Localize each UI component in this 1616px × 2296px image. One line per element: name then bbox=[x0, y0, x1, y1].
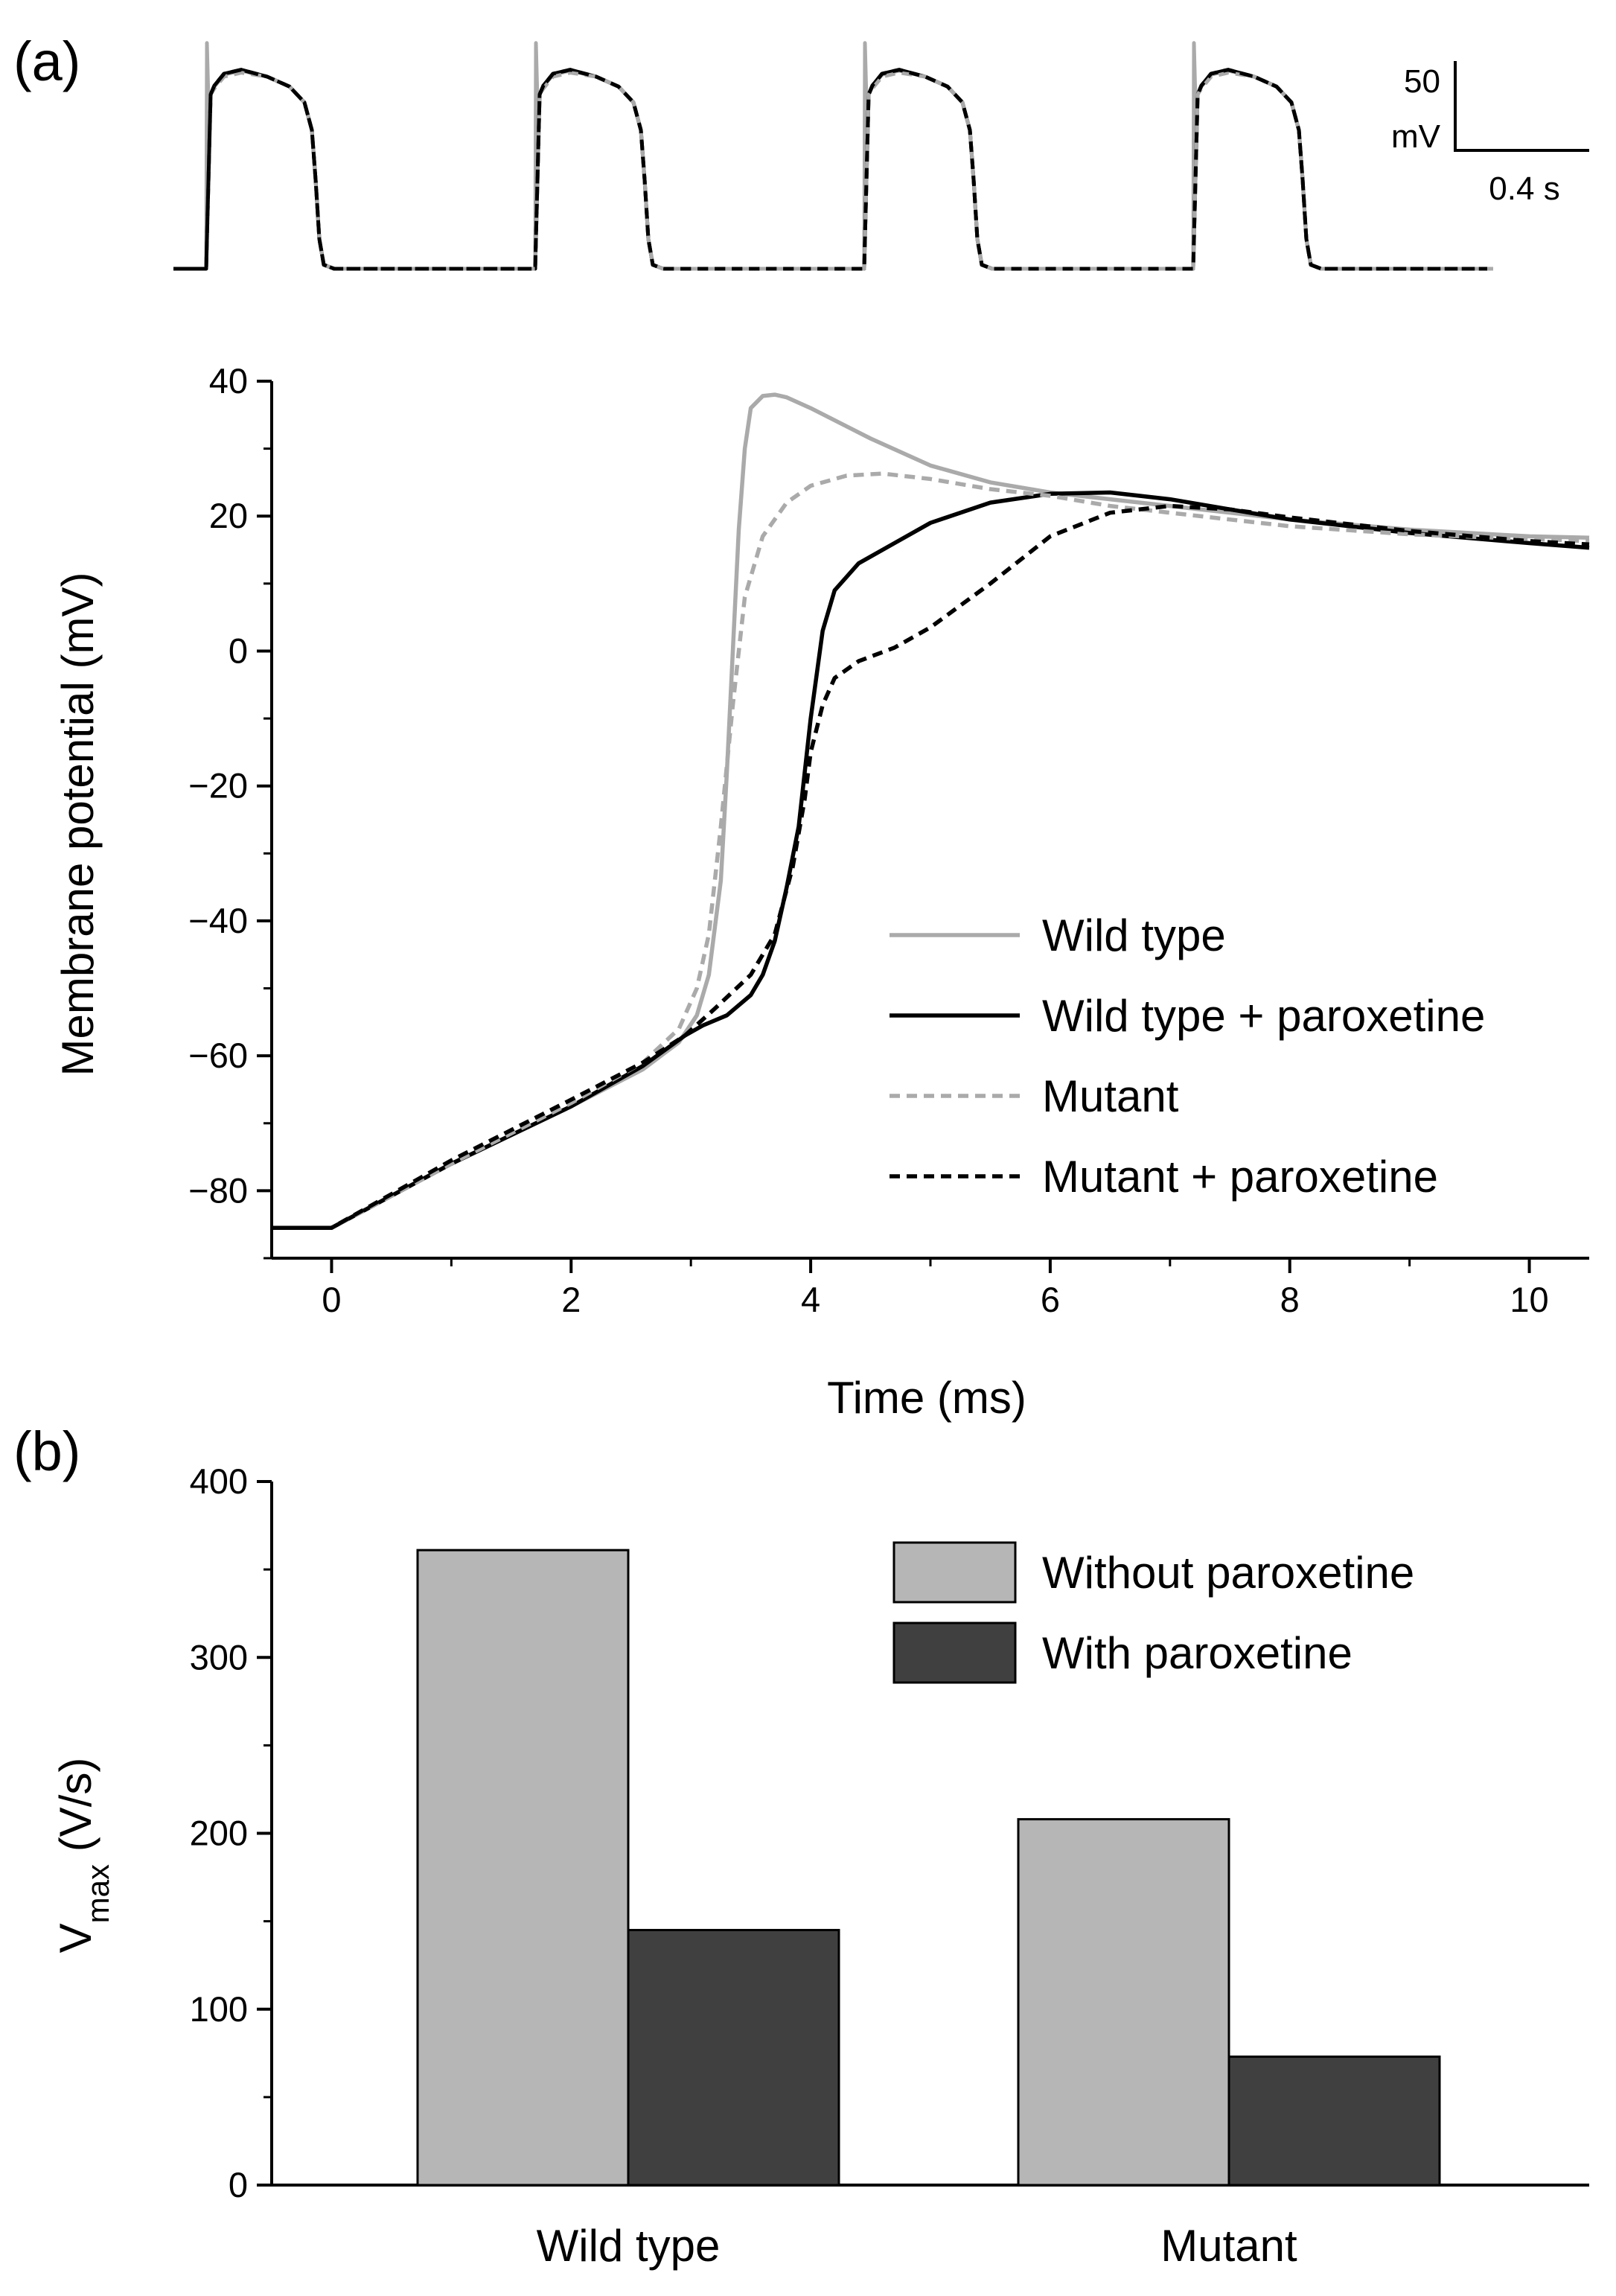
train-line-mutant bbox=[173, 71, 1493, 271]
vmax-y-tick-label: 300 bbox=[190, 1637, 248, 1677]
scale-bar-voltage-value: 50 bbox=[1404, 63, 1440, 100]
upstroke-x-tick-label: 2 bbox=[561, 1280, 581, 1319]
series-line-wild-type-paroxetine bbox=[272, 490, 1590, 1230]
legend-swatch-with-paroxetine bbox=[892, 1621, 1017, 1684]
vmax-y-axis-title-subscript: max bbox=[80, 1864, 115, 1923]
vmax-legend: Without paroxetine With paroxetine bbox=[892, 1541, 1414, 1684]
scale-bar-voltage-unit: mV bbox=[1391, 118, 1441, 155]
upstroke-x-tick-label: 10 bbox=[1510, 1280, 1548, 1319]
legend-swatch-without-paroxetine bbox=[892, 1541, 1017, 1604]
legend-label-without-paroxetine: Without paroxetine bbox=[1042, 1548, 1414, 1598]
upstroke-x-tick-label: 8 bbox=[1280, 1280, 1300, 1319]
vmax-y-axis-title-main: V bbox=[51, 1923, 100, 1953]
upstroke-y-tick-label: 20 bbox=[209, 496, 248, 535]
vmax-y-tick-label: 100 bbox=[190, 1989, 248, 2029]
scale-bar: 50 mV 0.4 s bbox=[1391, 61, 1589, 207]
vmax-y-axis-title: Vmax (V/s) bbox=[51, 1758, 115, 1954]
vmax-category-label: Wild type bbox=[537, 2221, 721, 2271]
vmax-y-axis-title-suffix: (V/s) bbox=[51, 1758, 100, 1864]
panel-b-label: (b) bbox=[13, 1420, 80, 1482]
bar-mutant-with-paroxetine bbox=[1227, 2056, 1441, 2187]
legend-label-with-paroxetine: With paroxetine bbox=[1042, 1628, 1352, 1678]
upstroke-x-axis-title: Time (ms) bbox=[827, 1373, 1026, 1423]
series-line-mutant-paroxetine bbox=[272, 503, 1590, 1230]
series-line-mutant bbox=[272, 471, 1590, 1230]
vmax-chart: 0 100 200 300 400 Wild type Mutant Without pa… bbox=[51, 1461, 1589, 2271]
upstroke-y-tick-label: −80 bbox=[188, 1170, 248, 1210]
legend-label-wild-type-paroxetine: Wild type + paroxetine bbox=[1042, 991, 1485, 1041]
vmax-category-label: Mutant bbox=[1160, 2221, 1297, 2271]
upstroke-x-tick-label: 4 bbox=[801, 1280, 820, 1319]
bar-wild-type-without-paroxetine bbox=[416, 1549, 630, 2187]
scale-bar-time-label: 0.4 s bbox=[1489, 170, 1559, 207]
upstroke-x-tick-label: 6 bbox=[1041, 1280, 1060, 1319]
legend-label-mutant-paroxetine: Mutant + paroxetine bbox=[1042, 1152, 1438, 1202]
upstroke-y-tick-label: −60 bbox=[188, 1036, 248, 1075]
upstroke-y-tick-label: −40 bbox=[188, 901, 248, 940]
upstroke-x-tick-label: 0 bbox=[322, 1280, 341, 1319]
upstroke-legend: Wild type Wild type + paroxetine Mutant Mut… bbox=[890, 911, 1485, 1202]
vmax-y-tick-label: 200 bbox=[190, 1814, 248, 1853]
upstroke-y-axis-title: Membrane potential (mV) bbox=[53, 573, 103, 1077]
panel-a-label: (a) bbox=[13, 31, 80, 92]
vmax-y-tick-label: 0 bbox=[229, 2165, 248, 2204]
series-line-wild-type bbox=[272, 392, 1590, 1230]
train-line-wild-type bbox=[173, 41, 1493, 271]
upstroke-y-tick-label: 0 bbox=[229, 631, 248, 670]
upstroke-y-tick-label: −20 bbox=[188, 766, 248, 806]
vmax-y-tick-label: 400 bbox=[190, 1461, 248, 1501]
action-potential-train bbox=[173, 41, 1493, 271]
train-line-mutant-paroxetine bbox=[173, 68, 1487, 271]
bar-mutant-without-paroxetine bbox=[1017, 1818, 1230, 2187]
bar-wild-type-with-paroxetine bbox=[627, 1928, 840, 2187]
upstroke-y-tick-label: 40 bbox=[209, 361, 248, 401]
upstroke-chart: 0 2 4 6 8 10 −80 −60 −40 −20 0 20 40 Time (ms) Membr… bbox=[53, 361, 1590, 1423]
legend-label-wild-type: Wild type bbox=[1042, 911, 1226, 960]
legend-label-mutant: Mutant bbox=[1042, 1071, 1179, 1121]
